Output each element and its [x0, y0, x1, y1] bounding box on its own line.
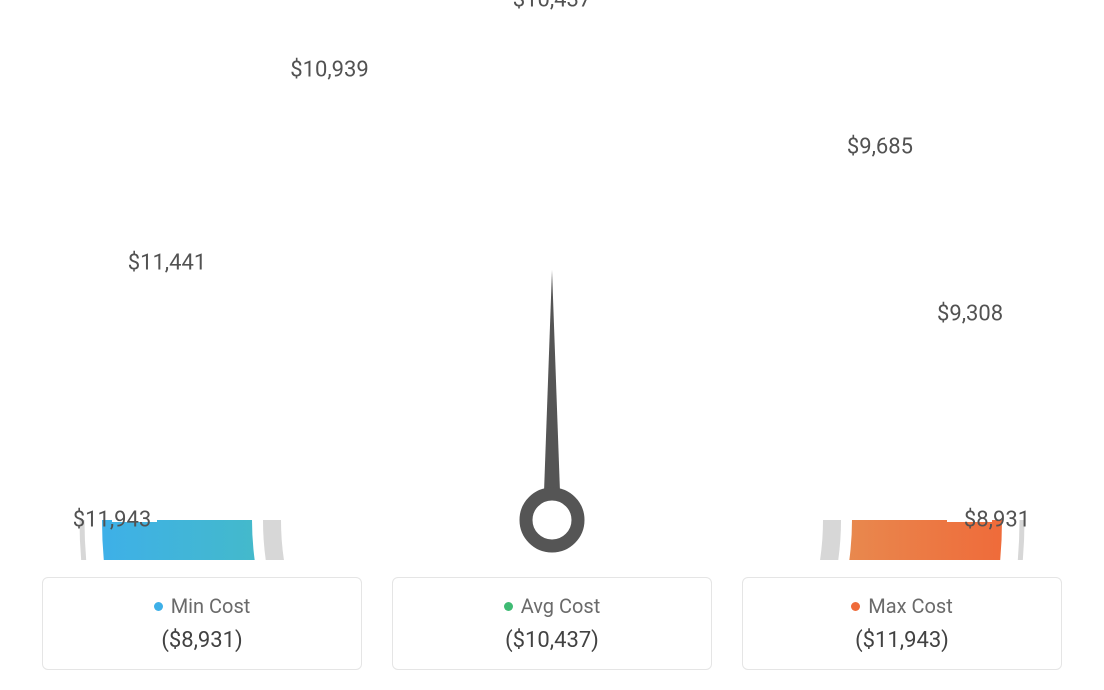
max-cost-title: Max Cost: [851, 594, 953, 618]
avg-cost-title: Avg Cost: [504, 594, 601, 618]
gauge-svg: [52, 20, 1052, 560]
gauge-minor-tick: [139, 370, 162, 379]
dot-icon: [851, 602, 860, 611]
gauge-tick-label: $10,939: [290, 57, 369, 82]
summary-card-avg: Avg Cost ($10,437): [392, 577, 712, 670]
dot-icon: [154, 602, 163, 611]
gauge-minor-tick: [783, 154, 797, 175]
gauge-major-tick: [171, 300, 210, 323]
gauge-minor-tick: [119, 444, 144, 448]
gauge-minor-tick: [959, 434, 984, 439]
gauge-needle-hub: [526, 494, 578, 546]
gauge-minor-tick: [897, 276, 918, 290]
gauge-minor-tick: [633, 88, 638, 113]
gauge-tick-label: $9,685: [847, 135, 913, 160]
min-cost-title: Min Cost: [154, 594, 251, 618]
summary-card-max: Max Cost ($11,943): [742, 577, 1062, 670]
cost-gauge: $8,931$9,308$9,685$10,437$10,939$11,441$…: [52, 20, 1052, 560]
max-cost-value: ($11,943): [855, 628, 949, 653]
gauge-minor-tick: [711, 113, 721, 136]
gauge-minor-tick: [476, 87, 480, 112]
max-cost-label: Max Cost: [868, 594, 953, 618]
summary-card-min: Min Cost ($8,931): [42, 577, 362, 670]
avg-cost-label: Avg Cost: [521, 594, 601, 618]
gauge-minor-tick: [269, 183, 285, 202]
gauge-minor-tick: [215, 237, 234, 253]
gauge-major-tick: [917, 352, 959, 369]
gauge-tick-label: $11,943: [73, 508, 152, 533]
summary-row: Min Cost ($8,931) Avg Cost ($10,437) Max…: [42, 577, 1062, 670]
min-cost-label: Min Cost: [171, 594, 251, 618]
dot-icon: [504, 602, 513, 611]
min-cost-value: ($8,931): [161, 628, 242, 653]
gauge-tick-label: $10,437: [513, 0, 592, 13]
gauge-minor-tick: [402, 107, 411, 130]
gauge-major-tick: [831, 209, 863, 241]
gauge-major-tick: [332, 139, 355, 178]
gauge-needle: [543, 270, 561, 520]
gauge-tick-label: $11,441: [128, 250, 207, 275]
gauge-tick-label: $8,931: [964, 508, 1030, 533]
gauge-tick-label: $9,308: [937, 302, 1003, 327]
avg-cost-value: ($10,437): [505, 628, 599, 653]
